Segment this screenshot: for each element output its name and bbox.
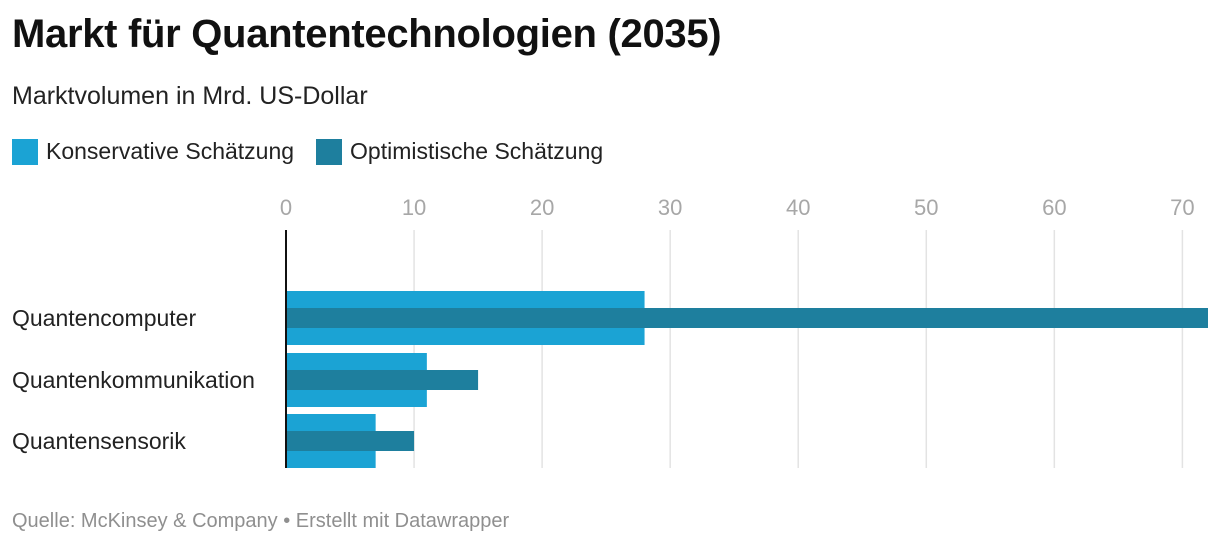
bar-optimistic-2: [286, 431, 415, 451]
chart-subtitle: Marktvolumen in Mrd. US-Dollar: [12, 82, 368, 110]
x-tick-label-50: 50: [914, 195, 938, 220]
source-footer: Quelle: McKinsey & Company • Erstellt mi…: [12, 510, 510, 532]
x-tick-label-20: 20: [530, 195, 554, 220]
category-label-1: Quantenkommunikation: [12, 367, 255, 393]
x-tick-label-30: 30: [658, 195, 682, 220]
x-tick-label-70: 70: [1170, 195, 1194, 220]
legend: Konservative Schätzung Optimistische Sch…: [12, 138, 603, 165]
chart-title: Markt für Quantentechnologien (2035): [12, 12, 722, 56]
legend-swatch-optimistic: [316, 138, 343, 165]
x-tick-label-0: 0: [280, 195, 292, 220]
legend-label-optimistic: Optimistische Schätzung: [350, 138, 604, 164]
legend-item-optimistic: Optimistische Schätzung: [316, 138, 603, 165]
x-tick-label-40: 40: [786, 195, 810, 220]
category-label-0: Quantencomputer: [12, 305, 196, 331]
bar-optimistic-0: [286, 308, 1208, 328]
x-tick-label-10: 10: [402, 195, 426, 220]
x-tick-label-60: 60: [1042, 195, 1066, 220]
legend-swatch-conservative: [12, 138, 38, 165]
bar-optimistic-1: [286, 370, 479, 390]
legend-item-conservative: Konservative Schätzung: [12, 138, 294, 165]
legend-label-conservative: Konservative Schätzung: [46, 138, 295, 164]
category-label-2: Quantensensorik: [12, 428, 186, 454]
